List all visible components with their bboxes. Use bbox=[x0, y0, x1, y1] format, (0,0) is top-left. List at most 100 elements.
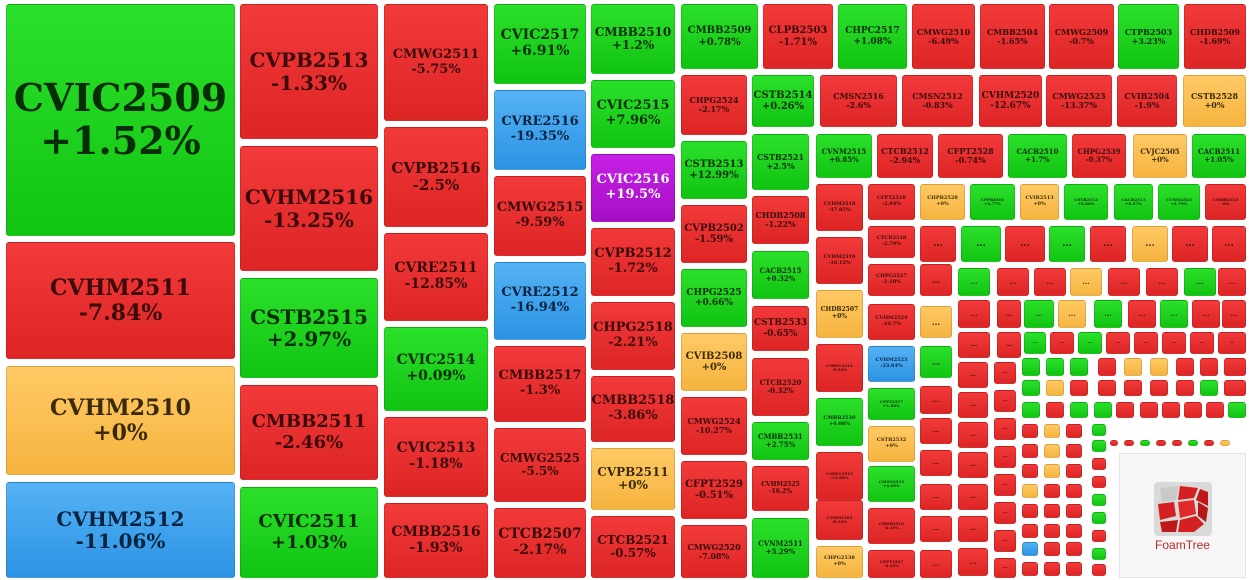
treemap-cell-ctcb2512[interactable]: CTCB2512 -2.94% bbox=[877, 134, 933, 178]
treemap-cell-small[interactable]: ... bbox=[920, 306, 952, 338]
treemap-cell-small[interactable] bbox=[1098, 358, 1116, 376]
treemap-cell-small[interactable]: ... bbox=[1090, 226, 1126, 262]
treemap-cell-small[interactable] bbox=[1172, 440, 1182, 446]
treemap-cell-cmwg2514[interactable]: CMWG2514 -9.54% bbox=[816, 344, 863, 392]
treemap-cell-cmbb2510[interactable]: CMBB2510 +1.2% bbox=[591, 4, 675, 74]
treemap-cell-cvhm2524[interactable]: CVHM2524 -14.7% bbox=[868, 304, 915, 340]
treemap-cell-cvhm2518[interactable]: CVHM2518 -17.85% bbox=[816, 184, 863, 231]
treemap-cell-chpg2524[interactable]: CHPG2524 -2.17% bbox=[681, 75, 747, 135]
treemap-cell-small[interactable] bbox=[1066, 504, 1082, 518]
treemap-cell-ctcb2521[interactable]: CTCB2521 -0.57% bbox=[591, 516, 675, 578]
treemap-cell-small[interactable] bbox=[1022, 444, 1038, 458]
treemap-cell-small[interactable]: ... bbox=[920, 550, 952, 578]
treemap-cell-cmwg2510[interactable]: CMWG2510 -6.49% bbox=[912, 4, 975, 69]
treemap-cell-cvre2512[interactable]: CVRE2512 -16.94% bbox=[494, 262, 586, 340]
treemap-cell-cvpb2516[interactable]: CVPB2516 -2.5% bbox=[384, 127, 488, 227]
treemap-cell-chdb2507[interactable]: CHDB2507 +0% bbox=[816, 290, 863, 338]
treemap-cell-ctpb2503[interactable]: CTPB2503 +3.23% bbox=[1118, 4, 1179, 69]
treemap-cell-small[interactable] bbox=[1044, 484, 1060, 498]
treemap-cell-small[interactable]: ... bbox=[958, 392, 988, 418]
treemap-cell-small[interactable] bbox=[1150, 358, 1168, 376]
treemap-cell-cvre2511[interactable]: CVRE2511 -12.85% bbox=[384, 233, 488, 321]
treemap-cell-cvnm2511[interactable]: CVNM2511 +5.29% bbox=[752, 518, 809, 578]
treemap-cell-cvic2516[interactable]: CVIC2516 +19.5% bbox=[591, 154, 675, 222]
treemap-cell-small[interactable]: ... bbox=[1192, 300, 1220, 328]
treemap-cell-cmsn2516[interactable]: CMSN2516 -2.6% bbox=[820, 75, 897, 127]
treemap-cell-small[interactable]: ... bbox=[994, 530, 1016, 552]
treemap-cell-small[interactable] bbox=[1022, 424, 1038, 438]
treemap-cell-small[interactable] bbox=[1124, 440, 1134, 446]
treemap-cell-cfpt2518[interactable]: CFPT2518 -2.94% bbox=[868, 184, 915, 220]
treemap-cell-cmwg2520[interactable]: CMWG2520 -7.08% bbox=[681, 525, 747, 578]
treemap-cell-small[interactable]: ... bbox=[1218, 268, 1246, 296]
treemap-cell-small[interactable]: ... bbox=[1050, 332, 1074, 354]
treemap-cell-small[interactable]: ... bbox=[1172, 226, 1208, 262]
treemap-cell-cvhm2519[interactable]: CVHM2519 -10.12% bbox=[816, 237, 863, 284]
treemap-cell-small[interactable] bbox=[1184, 402, 1202, 418]
treemap-cell-small[interactable]: ... bbox=[1160, 300, 1188, 328]
treemap-cell-small[interactable]: ... bbox=[994, 418, 1016, 440]
treemap-cell-cvic2509[interactable]: CVIC2509 +1.52% bbox=[6, 4, 235, 236]
treemap-cell-small[interactable] bbox=[1092, 494, 1106, 506]
treemap-cell-small[interactable] bbox=[1070, 402, 1088, 418]
treemap-cell-small[interactable] bbox=[1092, 512, 1106, 524]
treemap-cell-small[interactable]: ... bbox=[1128, 300, 1156, 328]
treemap-cell-small[interactable]: ... bbox=[961, 226, 1001, 262]
treemap-cell-cvhm2520[interactable]: CVHM2520 -12.67% bbox=[979, 75, 1042, 127]
treemap-cell-cstb2514[interactable]: CSTB2514 +0.26% bbox=[752, 75, 814, 127]
treemap-cell-cstb2533[interactable]: CSTB2533 -0.65% bbox=[752, 306, 809, 351]
treemap-cell-cvjc2505[interactable]: CVJC2505 +0% bbox=[1133, 134, 1187, 178]
treemap-cell-cstb2532[interactable]: CSTB2532 +0% bbox=[868, 426, 915, 462]
treemap-cell-cacb2513[interactable]: CACB2513 +6.57% bbox=[1114, 184, 1153, 220]
treemap-cell-cmwg2509[interactable]: CMWG2509 -0.7% bbox=[1049, 4, 1114, 69]
treemap-cell-cmbb2509[interactable]: CMBB2509 +0.78% bbox=[681, 4, 758, 69]
treemap-cell-small[interactable]: ... bbox=[1049, 226, 1085, 262]
treemap-cell-cfpb2501[interactable]: CFPB2501 +2.77% bbox=[970, 184, 1015, 220]
treemap-cell-small[interactable] bbox=[1022, 380, 1040, 396]
treemap-cell-small[interactable] bbox=[1204, 440, 1214, 446]
treemap-cell-cvpb2511[interactable]: CVPB2511 +0% bbox=[591, 448, 675, 510]
treemap-cell-small[interactable]: ... bbox=[1146, 268, 1178, 296]
treemap-cell-cvib2508[interactable]: CVIB2508 +0% bbox=[681, 333, 747, 391]
treemap-cell-small[interactable]: ... bbox=[920, 264, 952, 296]
treemap-cell-small[interactable] bbox=[1022, 464, 1038, 478]
treemap-cell-small[interactable] bbox=[1224, 358, 1246, 376]
treemap-cell-clpb2503[interactable]: CLPB2503 -1.71% bbox=[763, 4, 833, 69]
treemap-cell-cstb2513[interactable]: CSTB2513 +12.99% bbox=[681, 141, 747, 199]
treemap-cell-small[interactable]: ... bbox=[958, 516, 988, 542]
treemap-cell-small[interactable]: ... bbox=[958, 452, 988, 478]
treemap-cell-small[interactable]: ... bbox=[920, 386, 952, 414]
treemap-cell-small[interactable] bbox=[1140, 402, 1158, 418]
treemap-cell-chpg2539[interactable]: CHPG2539 -0.37% bbox=[1072, 134, 1126, 178]
treemap-cell-cmwg2511[interactable]: CMWG2511 -5.75% bbox=[384, 4, 488, 121]
treemap-cell-small[interactable] bbox=[1022, 504, 1038, 518]
treemap-cell-cstb2512[interactable]: CSTB2512 +5.66% bbox=[1064, 184, 1108, 220]
treemap-cell-small[interactable] bbox=[1150, 380, 1168, 396]
treemap-cell-cmwg2525[interactable]: CMWG2525 -5.5% bbox=[494, 428, 586, 502]
treemap-cell-small[interactable]: ... bbox=[997, 268, 1029, 296]
treemap-cell-cmbb2511[interactable]: CMBB2511 -2.46% bbox=[240, 385, 378, 480]
treemap-cell-small[interactable]: ... bbox=[1190, 332, 1214, 354]
treemap-cell-cmbb2518[interactable]: CMBB2518 -3.86% bbox=[591, 376, 675, 442]
treemap-cell-cmbb2531[interactable]: CMBB2531 +2.75% bbox=[752, 422, 809, 460]
treemap-cell-cvib2513[interactable]: CVIB2513 +0% bbox=[1020, 184, 1059, 220]
treemap-cell-cfpt2527[interactable]: CFPT2527 -2.45% bbox=[868, 550, 915, 578]
treemap-cell-small[interactable] bbox=[1066, 562, 1082, 576]
treemap-cell-small[interactable]: ... bbox=[958, 362, 988, 388]
treemap-cell-small[interactable] bbox=[1098, 380, 1116, 396]
treemap-cell-cstb2521[interactable]: CSTB2521 +2.5% bbox=[752, 134, 809, 190]
treemap-cell-small[interactable]: ... bbox=[958, 548, 988, 576]
treemap-cell-ctcb2520[interactable]: CTCB2520 -0.32% bbox=[752, 358, 809, 416]
treemap-cell-small[interactable]: ... bbox=[994, 502, 1016, 524]
treemap-cell-small[interactable] bbox=[1206, 402, 1224, 418]
treemap-cell-small[interactable] bbox=[1200, 380, 1218, 396]
treemap-cell-small[interactable] bbox=[1124, 358, 1142, 376]
treemap-cell-small[interactable] bbox=[1092, 458, 1106, 470]
treemap-cell-small[interactable] bbox=[1066, 542, 1082, 556]
treemap-cell-cvnm2515[interactable]: CVNM2515 +6.85% bbox=[816, 134, 872, 178]
treemap-cell-cvhm2512[interactable]: CVHM2512 -11.06% bbox=[6, 482, 235, 578]
treemap-cell-small[interactable]: ... bbox=[920, 418, 952, 444]
treemap-cell-chpg2518[interactable]: CHPG2518 -2.21% bbox=[591, 302, 675, 370]
treemap-cell-small[interactable]: ... bbox=[920, 346, 952, 378]
treemap-cell-small[interactable]: ... bbox=[1024, 332, 1046, 354]
